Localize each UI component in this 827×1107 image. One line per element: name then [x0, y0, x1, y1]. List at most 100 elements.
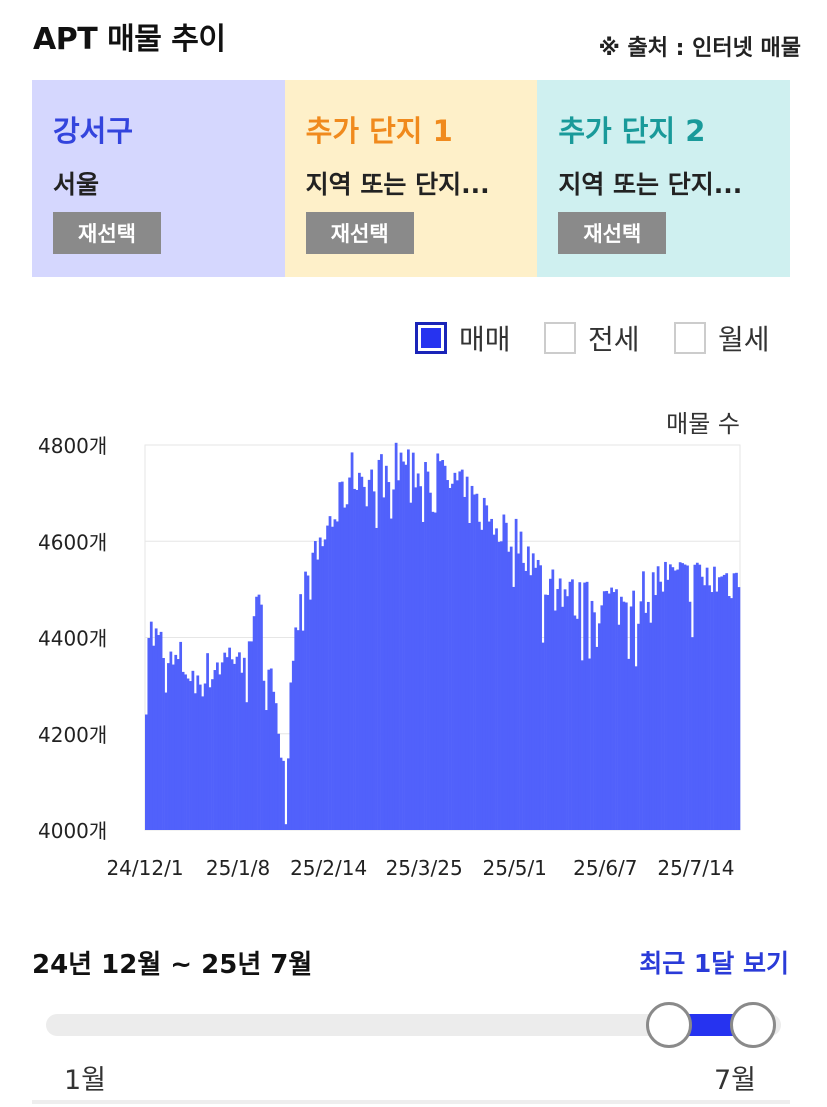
- chart-bar: [333, 519, 337, 830]
- y-axis-title: 매물 수: [666, 410, 740, 438]
- page-title: APT 매물 추이: [33, 22, 226, 57]
- chart-bar: [338, 482, 342, 830]
- chart-bar: [715, 591, 719, 830]
- chart-bar: [664, 561, 667, 830]
- chart-bar: [578, 582, 582, 830]
- chart-bar: [693, 564, 697, 830]
- chart-bar: [242, 657, 246, 830]
- chart-bar: [218, 674, 222, 830]
- chart-bar: [431, 511, 435, 830]
- chart-bar: [705, 567, 709, 830]
- chart-bar: [203, 683, 207, 830]
- chart-bar: [238, 652, 241, 830]
- chart-bar: [451, 483, 454, 830]
- chart-bar: [602, 591, 606, 830]
- chart-bar: [343, 507, 347, 830]
- chart-bar: [583, 582, 587, 830]
- chart-bar: [287, 758, 290, 830]
- chart-bar: [529, 575, 533, 830]
- chart-bar: [289, 682, 293, 830]
- chart-bar: [174, 654, 178, 830]
- legend-jeonse[interactable]: 전세: [544, 318, 640, 358]
- chart-bar: [321, 546, 325, 830]
- chart-bar: [362, 486, 366, 830]
- chart-bar: [617, 624, 621, 830]
- legend-sale[interactable]: 매매: [415, 318, 511, 358]
- legend-monthly-rent[interactable]: 월세: [674, 318, 770, 358]
- x-tick-label: 25/1/8: [206, 856, 270, 880]
- legend-checkbox[interactable]: [674, 322, 706, 354]
- chart-bar: [416, 473, 420, 830]
- panel-subtitle: 지역 또는 단지...: [305, 170, 490, 199]
- chart-bar: [157, 635, 160, 830]
- chart-bar: [649, 622, 653, 830]
- chart-bar: [600, 605, 604, 830]
- legend-checkbox[interactable]: [544, 322, 576, 354]
- chart-bar: [480, 529, 484, 830]
- panel-name: 추가 단지 2: [558, 114, 706, 148]
- chart-bar: [661, 591, 665, 830]
- chart-bar: [681, 563, 684, 830]
- chart-bar: [695, 562, 699, 830]
- chart-bar: [154, 628, 158, 830]
- panel-name: 추가 단지 1: [305, 114, 453, 148]
- chart-bar: [597, 623, 601, 830]
- chart-bar: [301, 630, 305, 830]
- range-slider-track[interactable]: [46, 1014, 781, 1036]
- chart-bar: [534, 567, 538, 830]
- chart-bar: [549, 578, 552, 830]
- range-slider-start-handle[interactable]: [646, 1002, 692, 1048]
- reselect-button[interactable]: 재선택: [558, 212, 667, 254]
- chart-bar: [164, 692, 168, 830]
- chart-bar: [355, 489, 359, 830]
- x-axis-labels: 24/12/1 25/1/8 25/2/14 25/3/25 25/5/1 25/6/7 2…: [106, 856, 734, 880]
- reselect-button[interactable]: 재선택: [305, 212, 414, 254]
- chart-bar: [176, 659, 180, 830]
- date-range-label: 24년 12월 ~ 25년 7월: [32, 950, 313, 980]
- chart-bar: [546, 594, 550, 830]
- chart-bar: [585, 581, 589, 830]
- y-tick-label: 4600개: [38, 530, 107, 554]
- chart-bar: [720, 576, 724, 830]
- chart-bar: [500, 541, 503, 830]
- chart-bar: [683, 564, 687, 830]
- chart-bar: [544, 594, 547, 830]
- chart-bar: [311, 552, 315, 830]
- chart-bar: [678, 562, 682, 830]
- chart-bar: [282, 760, 285, 830]
- chart-bar: [402, 461, 405, 830]
- x-tick-label: 25/7/14: [657, 856, 734, 880]
- chart-bar: [365, 506, 369, 830]
- y-axis-labels: 4000개 4200개 4400개 4600개 4800개: [38, 434, 107, 843]
- range-slider-end-handle[interactable]: [730, 1002, 776, 1048]
- chart-bar: [607, 593, 611, 830]
- chart-bar: [448, 487, 452, 830]
- chart-bar: [350, 452, 354, 830]
- legend-checkbox[interactable]: [415, 322, 447, 354]
- chart-bar: [644, 612, 648, 830]
- chart-bar: [642, 571, 645, 830]
- chart-bar: [247, 641, 251, 830]
- reselect-button[interactable]: 재선택: [53, 212, 161, 254]
- chart-bar: [152, 645, 156, 830]
- chart-bar: [269, 668, 273, 830]
- chart-bar: [698, 564, 702, 830]
- chart-bar: [196, 675, 200, 830]
- recent-month-button[interactable]: 최근 1달 보기: [639, 949, 789, 978]
- chart-bar: [318, 537, 322, 830]
- chart-bar: [189, 681, 192, 830]
- legend-label: 매매: [459, 323, 511, 356]
- chart-bar: [186, 678, 190, 830]
- chart-bar: [688, 601, 692, 830]
- chart-bar: [169, 651, 173, 830]
- chart-bar: [419, 486, 422, 830]
- source-note: ※ 출처 : 인터넷 매물: [598, 36, 801, 61]
- panel-subtitle: 서울: [53, 170, 100, 199]
- chart-bar: [181, 671, 185, 830]
- chart-bar: [326, 525, 329, 830]
- chart-bar: [620, 596, 623, 830]
- chart-bar: [497, 541, 501, 830]
- chart-bar: [524, 570, 528, 830]
- chart-bar: [593, 612, 596, 830]
- x-tick-label: 25/5/1: [483, 856, 547, 880]
